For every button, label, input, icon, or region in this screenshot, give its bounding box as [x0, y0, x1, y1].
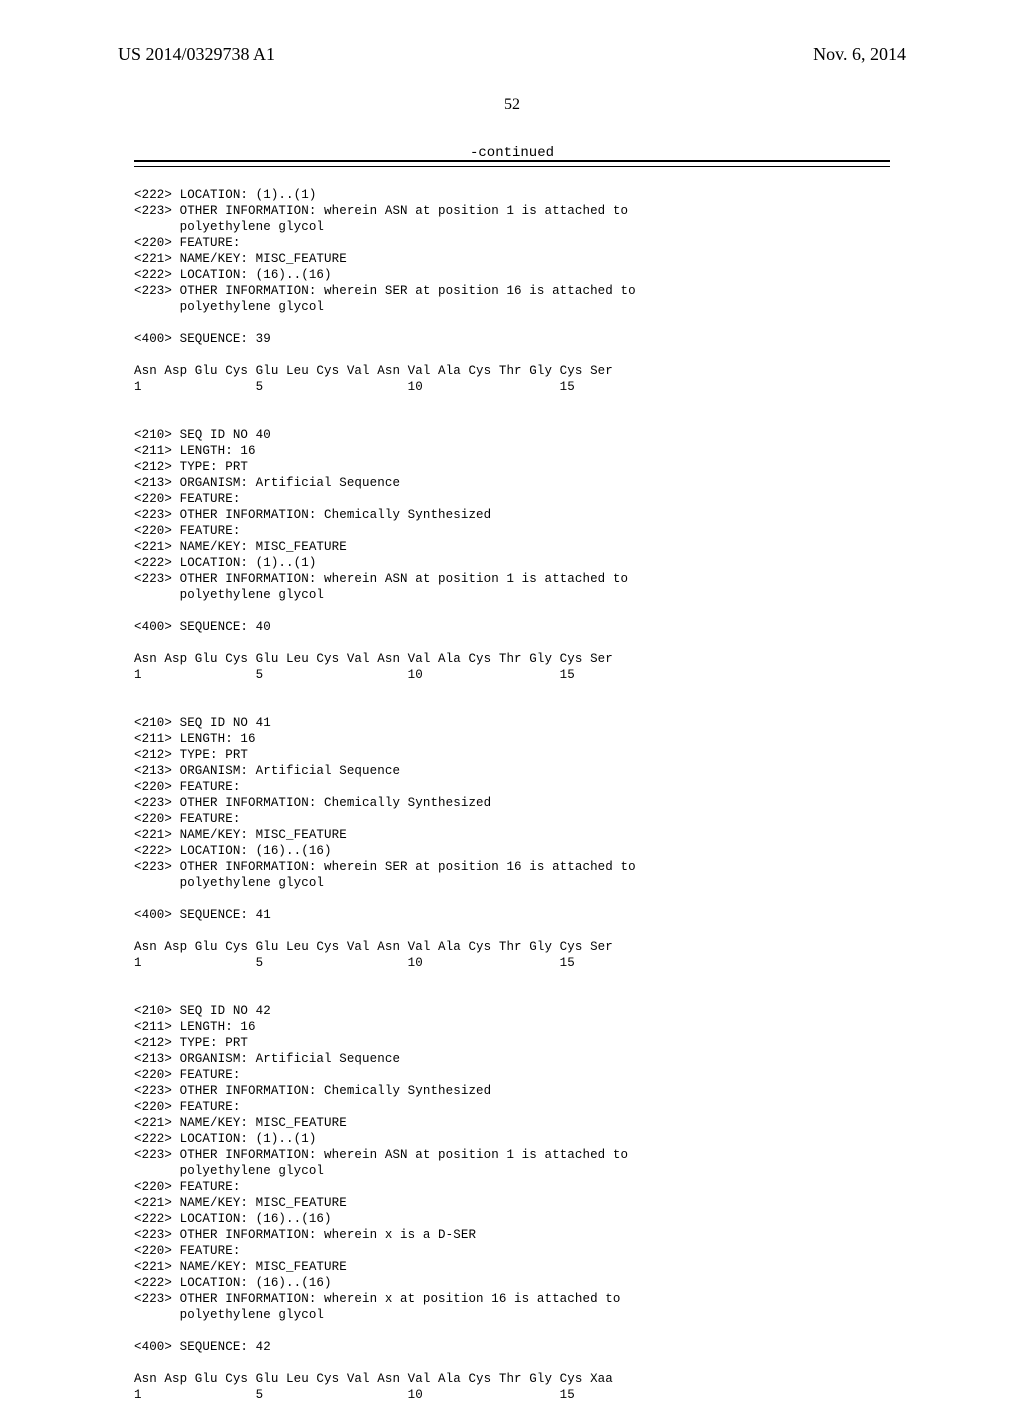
- publication-date: Nov. 6, 2014: [813, 44, 906, 65]
- sequence-listing: <222> LOCATION: (1)..(1) <223> OTHER INF…: [134, 187, 890, 1403]
- horizontal-rule-bottom: [134, 166, 890, 167]
- publication-number: US 2014/0329738 A1: [118, 44, 275, 65]
- horizontal-rule-top: [134, 160, 890, 162]
- continued-label: -continued: [0, 145, 1024, 161]
- page-number: 52: [0, 96, 1024, 114]
